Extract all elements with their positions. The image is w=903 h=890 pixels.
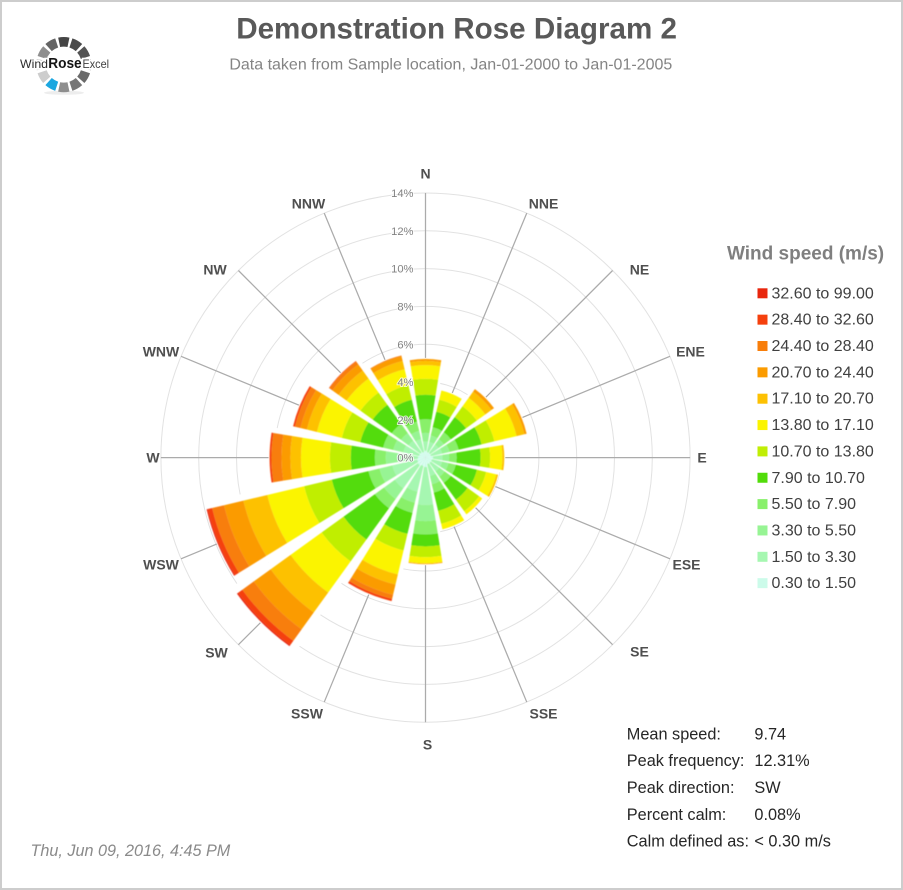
svg-text:< 0.30 m/s: < 0.30 m/s <box>754 833 830 851</box>
svg-text:WSW: WSW <box>143 557 180 573</box>
svg-text:28.40 to 32.60: 28.40 to 32.60 <box>772 312 874 329</box>
svg-text:NE: NE <box>630 262 649 278</box>
svg-text:20.70 to 24.40: 20.70 to 24.40 <box>772 364 874 381</box>
svg-text:ESE: ESE <box>672 557 700 573</box>
svg-text:SE: SE <box>630 644 649 660</box>
svg-text:10.70 to 13.80: 10.70 to 13.80 <box>772 443 874 460</box>
svg-text:ENE: ENE <box>676 344 705 360</box>
svg-text:13.80 to 17.10: 13.80 to 17.10 <box>772 417 874 434</box>
svg-text:2%: 2% <box>397 415 413 427</box>
svg-text:WNW: WNW <box>143 344 180 360</box>
svg-text:Peak frequency:: Peak frequency: <box>627 752 745 770</box>
svg-text:1.50 to 3.30: 1.50 to 3.30 <box>772 549 857 566</box>
svg-text:Excel: Excel <box>83 57 110 71</box>
svg-text:12.31%: 12.31% <box>754 752 809 770</box>
svg-text:Wind speed (m/s): Wind speed (m/s) <box>727 244 884 265</box>
svg-text:Percent calm:: Percent calm: <box>627 806 727 824</box>
svg-text:Mean speed:: Mean speed: <box>627 725 721 743</box>
svg-text:Wind: Wind <box>20 57 48 71</box>
svg-text:4%: 4% <box>397 377 413 389</box>
svg-text:Demonstration Rose Diagram 2: Demonstration Rose Diagram 2 <box>236 12 677 45</box>
svg-text:7.90 to 10.70: 7.90 to 10.70 <box>772 470 866 487</box>
svg-text:SSE: SSE <box>529 706 557 722</box>
svg-text:Wind: Wind <box>20 57 48 71</box>
svg-text:8%: 8% <box>397 302 413 314</box>
svg-text:6%: 6% <box>397 339 413 351</box>
svg-text:0.08%: 0.08% <box>754 806 800 824</box>
svg-text:NNE: NNE <box>529 196 559 212</box>
svg-text:Peak direction:: Peak direction: <box>627 779 735 797</box>
svg-text:Calm defined as:: Calm defined as: <box>627 833 749 851</box>
svg-text:17.10 to 20.70: 17.10 to 20.70 <box>772 391 874 408</box>
svg-text:5.50 to 7.90: 5.50 to 7.90 <box>772 496 857 513</box>
svg-text:3.30 to 5.50: 3.30 to 5.50 <box>772 522 857 539</box>
svg-text:0.30 to 1.50: 0.30 to 1.50 <box>772 575 857 592</box>
svg-text:10%: 10% <box>391 264 413 276</box>
svg-text:9.74: 9.74 <box>754 725 786 743</box>
svg-text:W: W <box>146 450 160 466</box>
svg-text:Excel: Excel <box>83 57 110 71</box>
svg-text:NNW: NNW <box>292 196 326 212</box>
svg-text:14%: 14% <box>391 188 413 200</box>
svg-text:12%: 12% <box>391 226 413 238</box>
svg-text:Rose: Rose <box>48 56 81 72</box>
svg-text:Data taken from Sample locatio: Data taken from Sample location, Jan-01-… <box>229 57 672 74</box>
svg-text:32.60 to 99.00: 32.60 to 99.00 <box>772 285 874 302</box>
svg-text:E: E <box>697 450 706 466</box>
svg-text:N: N <box>421 166 431 182</box>
svg-text:SW: SW <box>754 779 781 797</box>
svg-text:0%: 0% <box>397 453 413 465</box>
svg-text:Thu, Jun 09, 2016, 4:45 PM: Thu, Jun 09, 2016, 4:45 PM <box>31 842 231 860</box>
svg-text:S: S <box>423 737 432 753</box>
svg-text:NW: NW <box>203 262 227 278</box>
svg-text:SSW: SSW <box>291 706 324 722</box>
svg-text:Rose: Rose <box>48 56 81 72</box>
svg-text:SW: SW <box>205 645 228 661</box>
svg-text:24.40 to 28.40: 24.40 to 28.40 <box>772 338 874 355</box>
